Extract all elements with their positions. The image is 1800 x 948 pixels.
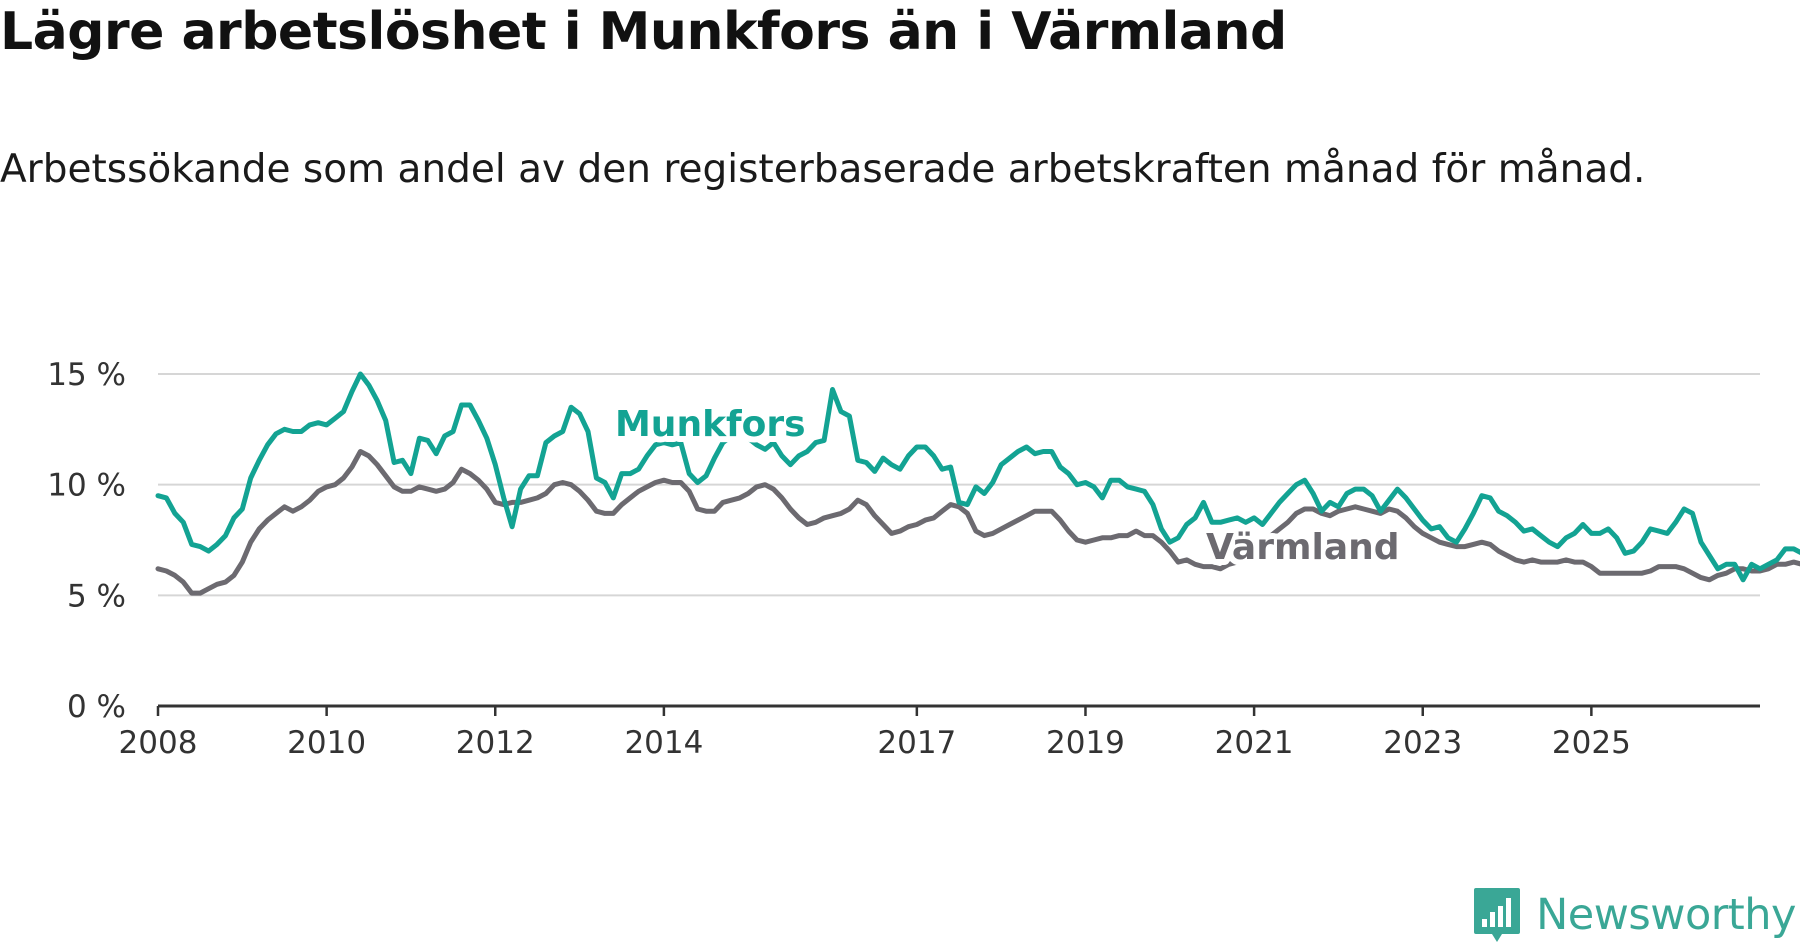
- series-label-munkfors-halo: Munkfors: [615, 404, 806, 445]
- axes: 0 % 5 % 10 % 15 % 2008 2010 2012 2014 2017 2019 20…: [47, 357, 1760, 761]
- gridlines: [158, 373, 1760, 597]
- y-tick-label: 10 %: [47, 468, 126, 504]
- series-line-munkfors: [155, 371, 1800, 583]
- x-tick-label: 2021: [1215, 725, 1294, 761]
- y-tick-label: 0 %: [67, 689, 126, 725]
- brand: Newsworthy: [1472, 886, 1796, 944]
- x-tick-label: 2014: [624, 725, 703, 761]
- series-label-varmland-text: Värmland: [1206, 527, 1399, 568]
- newsworthy-logo-icon: [1474, 888, 1521, 942]
- x-tick-label: 2012: [456, 725, 535, 761]
- series-line-varmland: [155, 449, 1800, 596]
- x-tick-label: 2008: [119, 725, 198, 761]
- chart-subtitle: Arbetssökande som andel av den registerb…: [0, 147, 1646, 192]
- x-tick-label: 2010: [287, 725, 366, 761]
- x-tick-label: 2017: [877, 725, 956, 761]
- series-label-munkfors-text: Munkfors: [615, 404, 806, 445]
- brand-name: Newsworthy: [1536, 890, 1796, 940]
- series-lines: [155, 371, 1800, 596]
- x-tick-label: 2023: [1383, 725, 1462, 761]
- x-tick-label: 2019: [1046, 725, 1125, 761]
- series-label-varmland-halo: Värmland: [1206, 527, 1399, 568]
- x-tick-label: 2025: [1552, 725, 1631, 761]
- series-labels: MunkforsMunkforsVärmlandVärmland5,8 %5,8…: [609, 398, 1406, 574]
- chart-title: Lägre arbetslöshet i Munkfors än i Värml…: [0, 2, 1287, 62]
- y-tick-label: 15 %: [47, 357, 126, 393]
- y-tick-label: 5 %: [67, 578, 126, 614]
